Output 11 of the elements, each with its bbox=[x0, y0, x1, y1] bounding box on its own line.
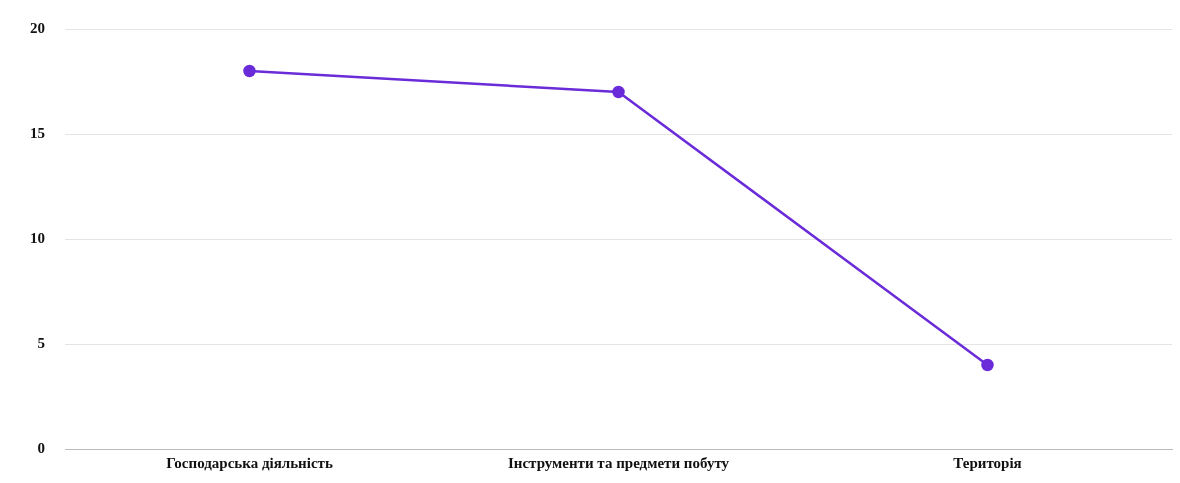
x-tick-label: Інструменти та предмети побуту bbox=[507, 454, 730, 471]
y-tick-label: 15 bbox=[30, 124, 45, 141]
x-tick-label: Територія bbox=[953, 454, 1022, 471]
point bbox=[243, 64, 256, 78]
point bbox=[981, 358, 994, 372]
y-tick-label: 10 bbox=[30, 229, 45, 246]
point bbox=[612, 85, 625, 99]
y-tick-label: 0 bbox=[37, 439, 45, 456]
y-tick-label: 5 bbox=[37, 334, 45, 351]
y-tick-label: 20 bbox=[30, 19, 45, 36]
x-tick-label: Господарська діяльність bbox=[166, 454, 333, 471]
